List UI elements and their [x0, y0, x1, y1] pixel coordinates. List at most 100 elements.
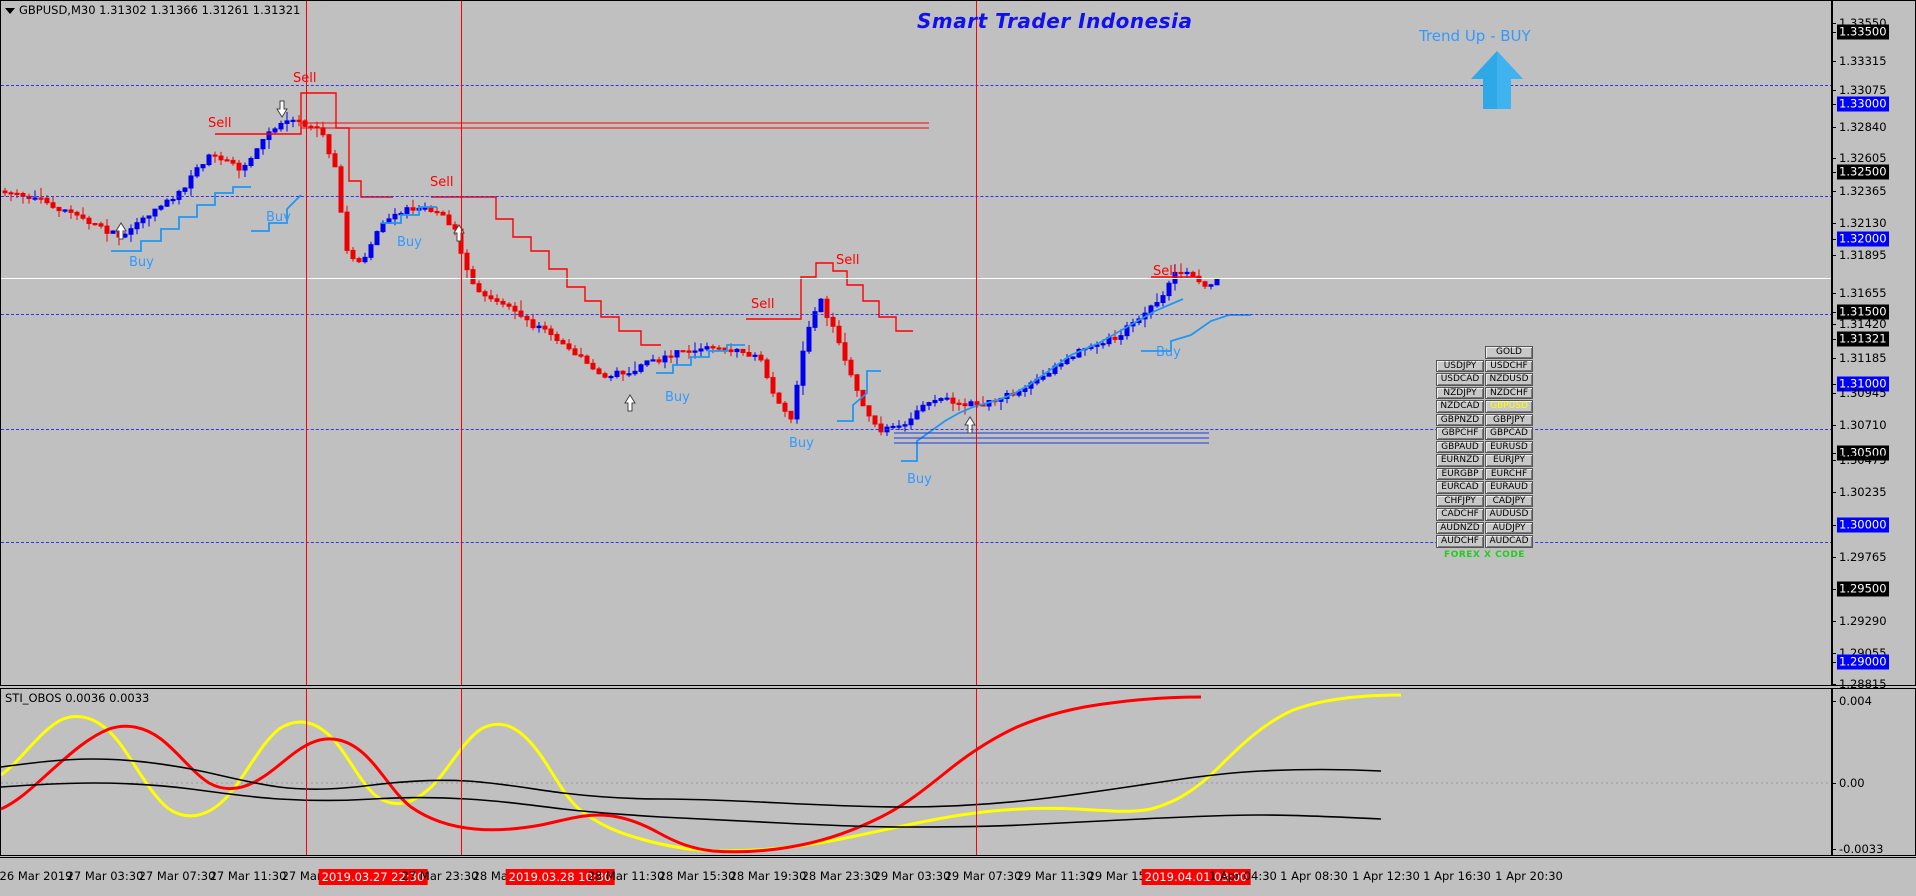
currency-pair-row: NZDCAD GBPUSD [1436, 400, 1533, 413]
price-tick-mark [1832, 293, 1836, 294]
currency-pair-table: GOLD USDJPY USDCHF USDCAD NZDUSD NZDJPY NZDCHF… [1435, 345, 1534, 549]
sell-trail-lines [215, 92, 1201, 346]
currency-pair-button-audnzd[interactable]: AUDNZD [1436, 521, 1484, 534]
sell-signal-label: Sell [208, 116, 232, 131]
currency-pair-button-audchf[interactable]: AUDCHF [1436, 535, 1484, 548]
time-scale-axis[interactable]: 26 Mar 2019 27 Mar 03:30 27 Mar 07:30 27 Ma… [0, 857, 1916, 896]
currency-pair-spacer [1436, 346, 1484, 359]
currency-pair-panel[interactable]: GOLD USDJPY USDCHF USDCAD NZDUSD NZDJPY NZDCHF… [1435, 345, 1534, 560]
currency-pair-button-eurgbp[interactable]: EURGBP [1436, 467, 1484, 480]
currency-pair-button-gbpjpy[interactable]: GBPJPY [1485, 413, 1533, 426]
price-tick-label: 1.33000 [1837, 96, 1889, 112]
price-tick-mark [1832, 384, 1836, 385]
fx-panel-footer: FOREX X CODE [1444, 549, 1525, 560]
vertical-time-line[interactable] [976, 689, 977, 855]
currency-pair-button-cadchf[interactable]: CADCHF [1436, 508, 1484, 521]
price-tick-label: 1.30710 [1839, 418, 1887, 432]
currency-pair-button-gold[interactable]: GOLD [1485, 346, 1533, 359]
price-tick-label: 1.31185 [1839, 351, 1887, 365]
currency-pair-button-audusd[interactable]: AUDUSD [1485, 508, 1533, 521]
time-tick-label: 29 Mar 11:30 [1016, 869, 1094, 883]
currency-pair-button-gbpcad[interactable]: GBPCAD [1485, 427, 1533, 440]
vertical-time-line[interactable] [306, 689, 307, 855]
symbol-info-text: GBPUSD,M30 1.31302 1.31366 1.31261 1.313… [19, 3, 301, 17]
price-tick-label: 1.32500 [1837, 164, 1889, 180]
price-scale-axis[interactable]: 1.33550 1.33500 1.33315 1.33075 1.33000 1.328… [1832, 0, 1916, 691]
time-tick-label: 28 Mar 19:30 [729, 869, 807, 883]
price-tick-mark [1832, 358, 1836, 359]
currency-pair-button-eurnzd[interactable]: EURNZD [1436, 454, 1484, 467]
price-tick-mark [1832, 460, 1836, 461]
currency-pair-button-eurcad[interactable]: EURCAD [1436, 481, 1484, 494]
currency-pair-button-nzdcad[interactable]: NZDCAD [1436, 400, 1484, 413]
price-tick-mark [1832, 23, 1836, 24]
currency-pair-button-eurchf[interactable]: EURCHF [1485, 467, 1533, 480]
currency-pair-row: CHFJPY CADJPY [1436, 494, 1533, 507]
resistance-zone-lines [301, 122, 929, 129]
currency-pair-button-euraud[interactable]: EURAUD [1485, 481, 1533, 494]
price-level-line[interactable] [1, 85, 1831, 86]
currency-pair-button-usdjpy[interactable]: USDJPY [1436, 359, 1484, 372]
time-tick-label: 28 Mar 11:30 [587, 869, 665, 883]
indicator-black-line-2 [1, 782, 1382, 828]
indicator-tick-mark [1832, 783, 1836, 784]
price-tick-mark [1832, 425, 1836, 426]
currency-pair-button-nzdchf[interactable]: NZDCHF [1485, 386, 1533, 399]
vertical-time-line[interactable] [306, 1, 307, 685]
currency-pair-button-gbpaud[interactable]: GBPAUD [1436, 440, 1484, 453]
time-tick-label: 1 Apr 16:30 [1423, 869, 1491, 883]
currency-pair-button-nzdusd[interactable]: NZDUSD [1485, 373, 1533, 386]
currency-pair-button-audcad[interactable]: AUDCAD [1485, 535, 1533, 548]
support-zone-lines [894, 432, 1209, 444]
price-tick-label: 1.31420 [1839, 317, 1887, 331]
currency-pair-row: CADCHF AUDUSD [1436, 508, 1533, 521]
currency-pair-row: GOLD [1436, 346, 1533, 359]
time-tick-label: 27 Mar 07:30 [138, 869, 216, 883]
vertical-time-line[interactable] [976, 1, 977, 685]
indicator-scale-axis[interactable]: 0.004 0.00 -0.0033 [1832, 688, 1916, 856]
chevron-down-icon[interactable] [5, 7, 15, 14]
price-level-line[interactable] [1, 314, 1831, 315]
currency-pair-button-eurjpy[interactable]: EURJPY [1485, 454, 1533, 467]
time-marker-label: 2019.04.01 03:00 [1141, 869, 1251, 885]
price-tick-mark [1832, 525, 1836, 526]
time-tick-label: 27 Mar 03:30 [66, 869, 144, 883]
currency-pair-button-gbpchf[interactable]: GBPCHF [1436, 427, 1484, 440]
time-tick-label: 29 Mar 07:30 [944, 869, 1022, 883]
currency-pair-button-eurusd[interactable]: EURUSD [1485, 440, 1533, 453]
vertical-time-line[interactable] [461, 1, 462, 685]
price-tick-label: 1.30235 [1839, 485, 1887, 499]
sell-signal-label: Sell [836, 253, 860, 268]
price-tick-mark [1832, 191, 1836, 192]
sti-obos-indicator-pane[interactable]: STI_OBOS 0.0036 0.0033 [0, 688, 1832, 856]
currency-pair-button-usdchf[interactable]: USDCHF [1485, 359, 1533, 372]
currency-pair-button-nzdjpy[interactable]: NZDJPY [1436, 386, 1484, 399]
currency-pair-button-gbpnzd[interactable]: GBPNZD [1436, 413, 1484, 426]
currency-pair-button-audjpy[interactable]: AUDJPY [1485, 521, 1533, 534]
currency-pair-button-cadjpy[interactable]: CADJPY [1485, 494, 1533, 507]
buy-signal-label: Buy [129, 255, 154, 270]
price-level-line[interactable] [1, 278, 1831, 279]
price-level-line[interactable] [1, 429, 1831, 430]
price-level-line[interactable] [1, 542, 1831, 543]
exit-arrow-markers [276, 100, 288, 118]
currency-pair-button-gbpusd[interactable]: GBPUSD [1485, 400, 1533, 413]
price-tick-mark [1832, 393, 1836, 394]
price-tick-label: 1.30945 [1839, 386, 1887, 400]
sell-signal-label: Sell [430, 175, 454, 190]
vertical-time-line[interactable] [461, 689, 462, 855]
currency-pair-button-usdcad[interactable]: USDCAD [1436, 373, 1484, 386]
indicator-tick-label: -0.0033 [1839, 842, 1884, 856]
indicator-tick-label: 0.00 [1839, 776, 1865, 790]
price-tick-mark [1832, 662, 1836, 663]
price-tick-label: 1.30500 [1837, 445, 1889, 461]
currency-pair-button-chfjpy[interactable]: CHFJPY [1436, 494, 1484, 507]
buy-signal-label: Buy [1156, 345, 1181, 360]
brand-title: Smart Trader Indonesia [917, 9, 1193, 33]
buy-signal-label: Buy [789, 436, 814, 451]
price-tick-label: 1.32605 [1839, 151, 1887, 165]
symbol-info-header: GBPUSD,M30 1.31302 1.31366 1.31261 1.313… [5, 3, 300, 17]
price-level-line[interactable] [1, 196, 1831, 197]
price-chart-pane[interactable]: GBPUSD,M30 1.31302 1.31366 1.31261 1.313… [0, 0, 1832, 686]
indicator-tick-mark [1832, 701, 1836, 702]
